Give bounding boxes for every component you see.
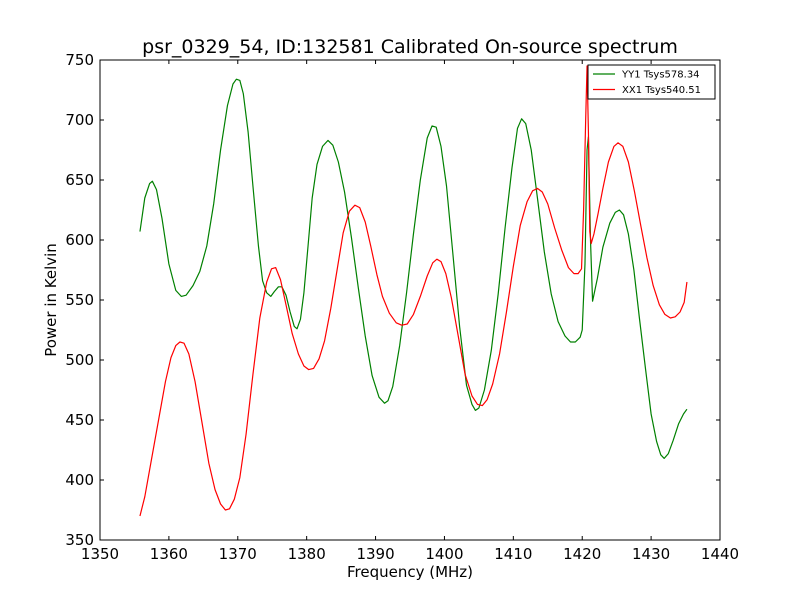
legend-label: XX1 Tsys540.51 <box>622 85 701 96</box>
y-tick-label: 550 <box>65 291 94 309</box>
series-line-yy1 <box>139 78 688 459</box>
y-tick-label: 650 <box>65 171 94 189</box>
y-tick-label: 350 <box>65 531 94 549</box>
legend-label: YY1 Tsys578.34 <box>621 70 700 81</box>
legend: YY1 Tsys578.34 XX1 Tsys540.51 <box>587 64 716 100</box>
x-tick-label: 1430 <box>632 545 670 563</box>
legend-box <box>587 64 716 100</box>
x-tick-label: 1410 <box>494 545 532 563</box>
series-line-xx1 <box>139 65 688 517</box>
x-tick-label: 1420 <box>563 545 601 563</box>
y-tick-label: 700 <box>65 111 94 129</box>
y-tick-label: 500 <box>65 351 94 369</box>
x-tick-label: 1350 <box>81 545 119 563</box>
x-tick-label: 1400 <box>425 545 463 563</box>
y-tick-label: 400 <box>65 471 94 489</box>
plot-area-frame <box>99 59 721 541</box>
y-tick-label: 600 <box>65 231 94 249</box>
y-tick-label: 450 <box>65 411 94 429</box>
x-tick-label: 1380 <box>288 545 326 563</box>
y-axis-label: Power in Kelvin <box>42 243 60 357</box>
y-tick-label: 750 <box>65 51 94 69</box>
axis-ticks: 1350 1360 1370 1380 1390 1400 1410 1420 1430 1440… <box>65 51 739 563</box>
x-tick-label: 1390 <box>356 545 394 563</box>
x-tick-label: 1360 <box>150 545 188 563</box>
x-axis-label: Frequency (MHz) <box>347 563 473 581</box>
series-layer <box>139 65 688 517</box>
x-tick-label: 1370 <box>219 545 257 563</box>
x-tick-label: 1440 <box>701 545 739 563</box>
chart-title: psr_0329_54, ID:132581 Calibrated On-sou… <box>142 36 678 58</box>
